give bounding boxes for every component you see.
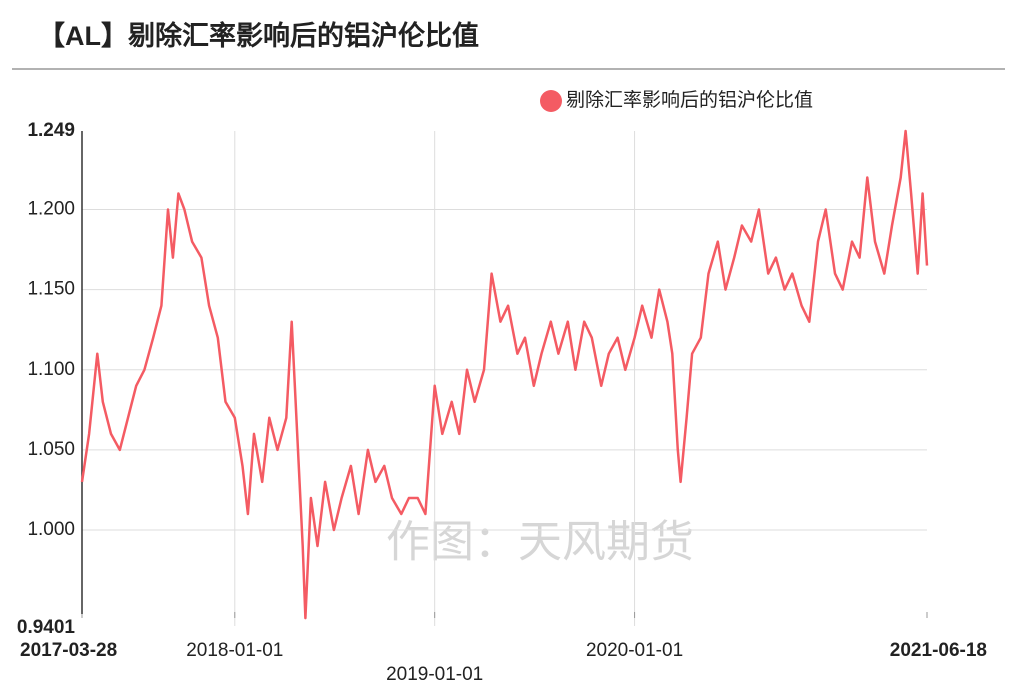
- y-tick-label: 1.249: [27, 120, 75, 141]
- y-tick-label: 1.200: [27, 199, 75, 220]
- watermark: 作图：天风期货: [386, 518, 694, 567]
- x-tick-label: 2020-01-01: [586, 640, 683, 661]
- y-tick-label: 1.100: [27, 359, 75, 380]
- y-tick-label: 1.000: [27, 519, 75, 540]
- line-series: [80, 129, 929, 620]
- y-tick-label: 0.9401: [17, 617, 76, 638]
- x-tick-label: 2019-01-01: [386, 664, 483, 685]
- y-tick-label: 1.050: [27, 439, 75, 460]
- x-tick-label: 2017-03-28: [20, 640, 117, 661]
- y-tick-label: 1.150: [27, 279, 75, 300]
- legend-label: 剔除汇率影响后的铝沪伦比值: [566, 89, 813, 111]
- legend-marker: [540, 90, 562, 112]
- x-tick-label: 2021-06-18: [890, 640, 987, 661]
- x-tick-label: 2018-01-01: [186, 640, 283, 661]
- chart-title: 【AL】剔除汇率影响后的铝沪伦比值: [38, 20, 479, 51]
